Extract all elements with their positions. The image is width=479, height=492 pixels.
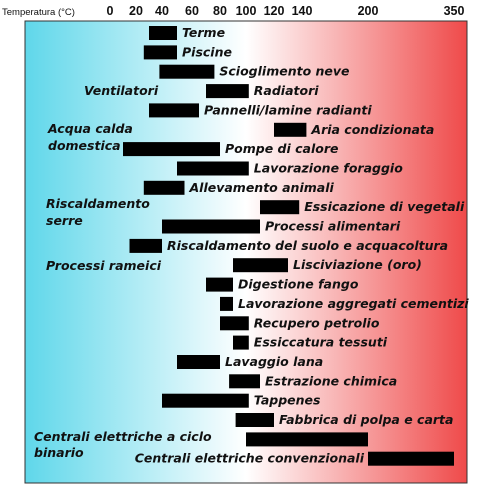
bar-label: Lavaggio lana [225, 354, 323, 369]
x-tick-label: 120 [264, 4, 285, 18]
bar-pompe-di-calore [123, 142, 220, 157]
bar-label: Lisciviazione (oro) [293, 257, 422, 272]
bar-lavaggio-lana [177, 355, 220, 369]
x-tick-label: 60 [185, 4, 199, 18]
bars-layer [123, 26, 454, 466]
bar-label: Lavorazione foraggio [254, 161, 403, 176]
bar-tappenes [162, 393, 249, 408]
x-tick-label: 40 [155, 4, 169, 18]
bar-label: Pannelli/lamine radianti [204, 102, 372, 117]
bar-label: Digestione fango [238, 277, 359, 292]
bar-label: Scioglimento neve [219, 64, 349, 79]
side-label-centrali-binario: Centrali elettriche a ciclo binario [34, 429, 216, 460]
bar-label: Lavorazione aggregati cementizi [238, 296, 469, 311]
bar-radiatori [206, 84, 249, 99]
bar-piscine [143, 45, 177, 60]
bar-estrazione-chimica [229, 374, 260, 389]
bar-label: Processi alimentari [265, 219, 401, 234]
x-axis-title: Temperatura (°C) [2, 7, 75, 18]
x-tick-label: 80 [213, 4, 227, 18]
bar-processi-alimentari [162, 219, 260, 234]
bar-label: Fabbrica di polpa e carta [279, 412, 453, 427]
bar-lisciviazione-oro- [233, 258, 288, 273]
bar-label: Essicazione di vegetali [304, 199, 465, 214]
side-label-acqua-calda: Acqua calda domestica [47, 121, 137, 153]
bar-terme [149, 26, 177, 40]
bar-lavorazione-aggregati-cementizi [220, 296, 233, 311]
bar-label: Essiccatura tessuti [254, 335, 388, 350]
bar-label: Estrazione chimica [265, 373, 397, 388]
bar-label: Riscaldamento del suolo e acquacoltura [167, 238, 448, 253]
side-label-processi-rameici: Processi rameici [46, 258, 162, 273]
bar-centrali-elettriche-convenzionali [368, 451, 454, 466]
bar-label: Terme [182, 25, 225, 40]
bar-label: Piscine [182, 44, 232, 59]
bar-aria-condizionata [274, 122, 307, 137]
bar-scioglimento-neve [159, 64, 215, 79]
x-tick-label: 350 [444, 4, 465, 18]
bar-allevamento-animali [143, 180, 185, 195]
x-axis-ticks: 0 20 40 60 80 100 120 140 200 350 [107, 4, 465, 18]
bar-digestione-fango [206, 277, 233, 292]
bar-riscaldamento-del-suolo-e-acquacoltura [129, 238, 162, 253]
bar-pannelli-lamine-radianti [149, 103, 199, 118]
bar-labels-layer: Terme Piscine Scioglimento neve Radiatori Pa… [135, 25, 470, 466]
bar-label: Pompe di calore [225, 141, 339, 156]
x-tick-label: 0 [107, 4, 114, 18]
bar-label: Recupero petrolio [254, 315, 380, 330]
bar-label: Tappenes [254, 393, 321, 408]
side-label-ventilatori: Ventilatori [84, 83, 159, 98]
bar-label: Radiatori [254, 83, 319, 98]
bar-label: Aria condizionata [310, 122, 434, 137]
bar-fabbrica-di-polpa-e-carta [235, 413, 274, 427]
bar-centrali-elettriche-a-ciclo-binario [246, 432, 368, 447]
bar-recupero-petrolio [220, 316, 249, 331]
x-tick-label: 200 [358, 4, 379, 18]
x-tick-label: 20 [129, 4, 143, 18]
side-label-riscaldamento-serre: Riscaldamento serre [46, 196, 154, 228]
x-tick-label: 100 [236, 4, 257, 18]
bar-label: Centrali elettriche convenzionali [135, 451, 365, 466]
bar-essiccatura-tessuti [233, 335, 249, 350]
x-tick-label: 140 [292, 4, 313, 18]
bar-essicazione-di-vegetali [260, 200, 300, 215]
bar-label: Allevamento animali [189, 180, 335, 195]
bar-lavorazione-foraggio [177, 161, 249, 176]
